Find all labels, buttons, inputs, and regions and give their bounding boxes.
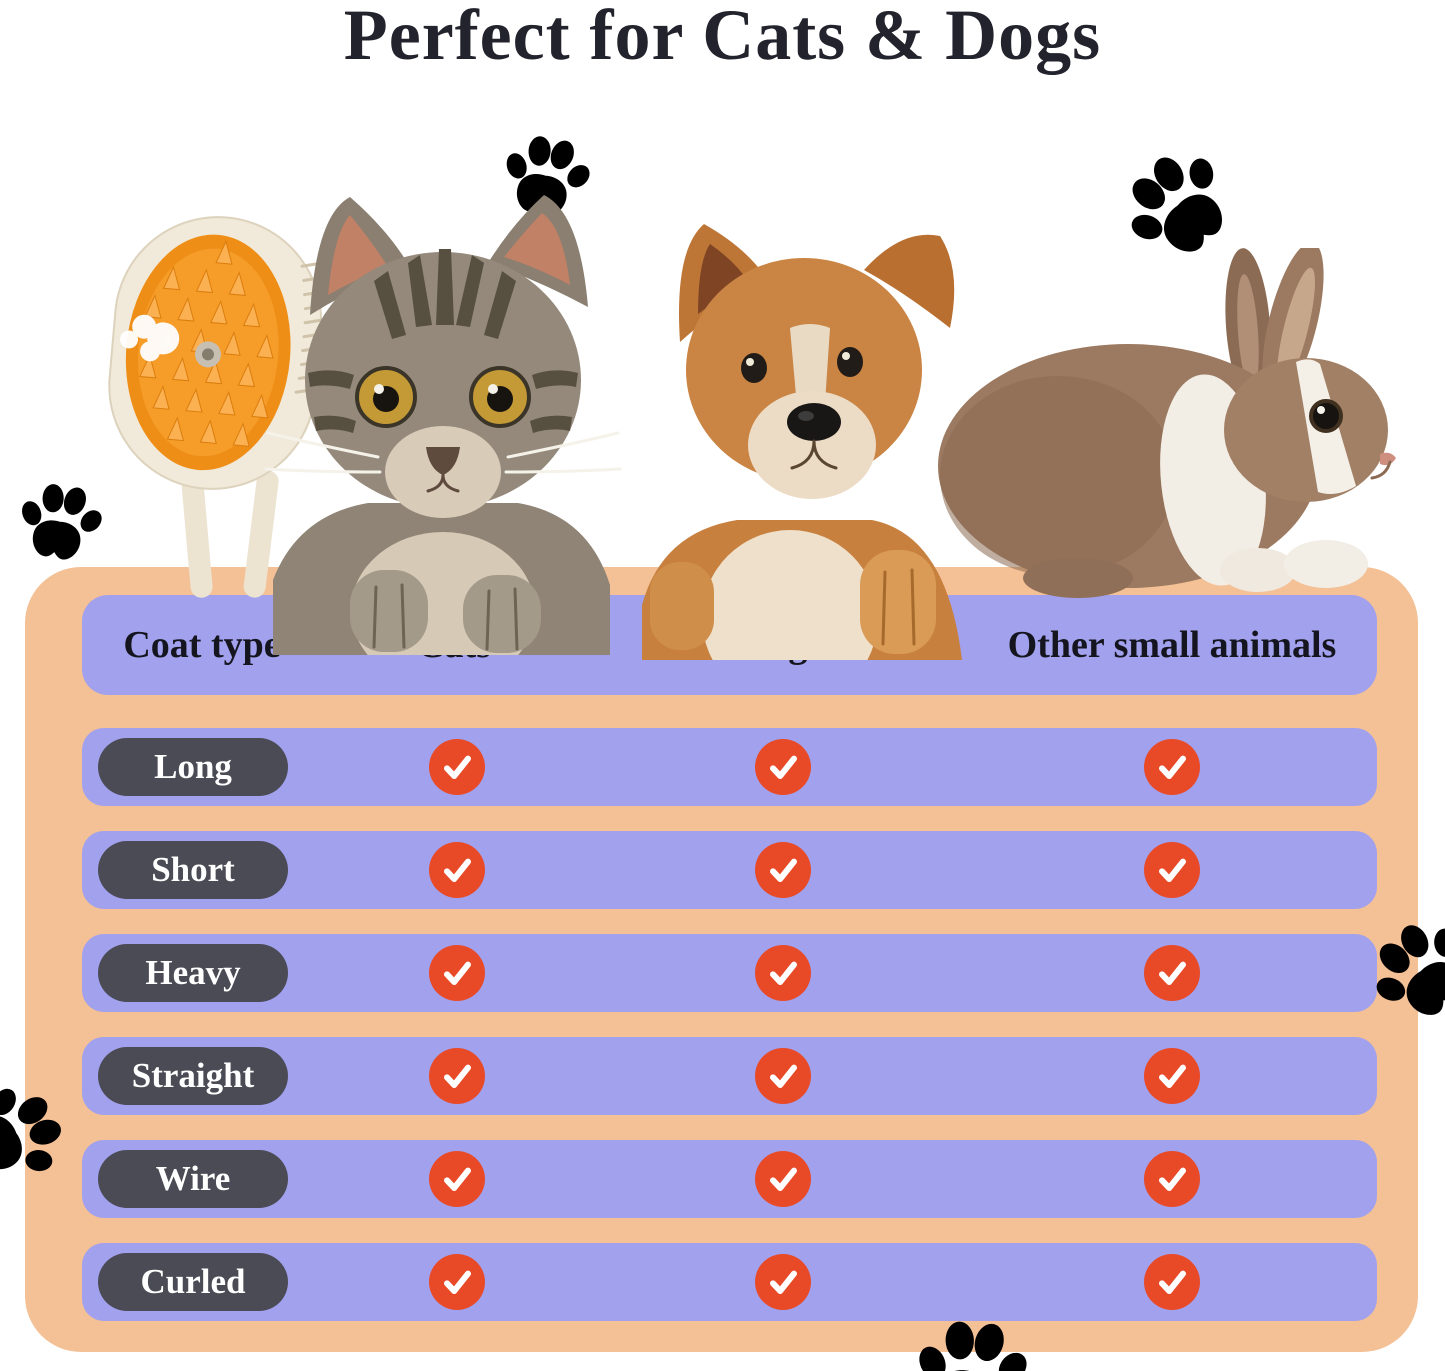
checkmark-icon [1144, 739, 1200, 795]
checkmark-icon [755, 842, 811, 898]
checkmark-icon [755, 945, 811, 1001]
column-header-other-small-animals: Other small animals [1007, 624, 1337, 666]
coat-type-pill: Straight [98, 1047, 288, 1105]
table-row: Straight [82, 1037, 1377, 1115]
coat-type-label: Straight [131, 1056, 255, 1095]
checkmark-icon [1144, 842, 1200, 898]
paw-print-icon [908, 1313, 1036, 1371]
cat-image [264, 195, 622, 655]
table-row: Short [82, 831, 1377, 909]
table-row: Long [82, 728, 1377, 806]
checkmark-icon [429, 945, 485, 1001]
checkmark-icon [1144, 1048, 1200, 1104]
coat-type-pill: Curled [98, 1253, 288, 1311]
checkmark-icon [755, 1254, 811, 1310]
coat-type-pill: Heavy [98, 944, 288, 1002]
checkmark-icon [429, 842, 485, 898]
coat-type-pill: Wire [98, 1150, 288, 1208]
checkmark-icon [1144, 1254, 1200, 1310]
table-row: Wire [82, 1140, 1377, 1218]
page-title: Perfect for Cats & Dogs [343, 0, 1102, 75]
checkmark-icon [429, 739, 485, 795]
checkmark-icon [429, 1151, 485, 1207]
coat-type-label: Short [151, 850, 235, 889]
coat-type-label: Heavy [145, 953, 241, 992]
steam-brush-image [108, 216, 324, 598]
dog-image [642, 224, 962, 660]
table-row: Heavy [82, 934, 1377, 1012]
coat-type-pill: Short [98, 841, 288, 899]
checkmark-icon [755, 739, 811, 795]
checkmark-icon [1144, 1151, 1200, 1207]
checkmark-icon [429, 1048, 485, 1104]
compatibility-table: Coat type Cats Dogs Other small animals … [25, 567, 1418, 1352]
coat-type-label: Long [154, 747, 232, 786]
checkmark-icon [755, 1151, 811, 1207]
table-row: Curled [82, 1243, 1377, 1321]
coat-type-label: Wire [155, 1159, 231, 1198]
column-header-coat-type: Coat type [123, 624, 281, 666]
checkmark-icon [429, 1254, 485, 1310]
rabbit-image [938, 248, 1396, 598]
coat-type-pill: Long [98, 738, 288, 796]
coat-type-label: Curled [140, 1262, 246, 1301]
checkmark-icon [1144, 945, 1200, 1001]
checkmark-icon [755, 1048, 811, 1104]
